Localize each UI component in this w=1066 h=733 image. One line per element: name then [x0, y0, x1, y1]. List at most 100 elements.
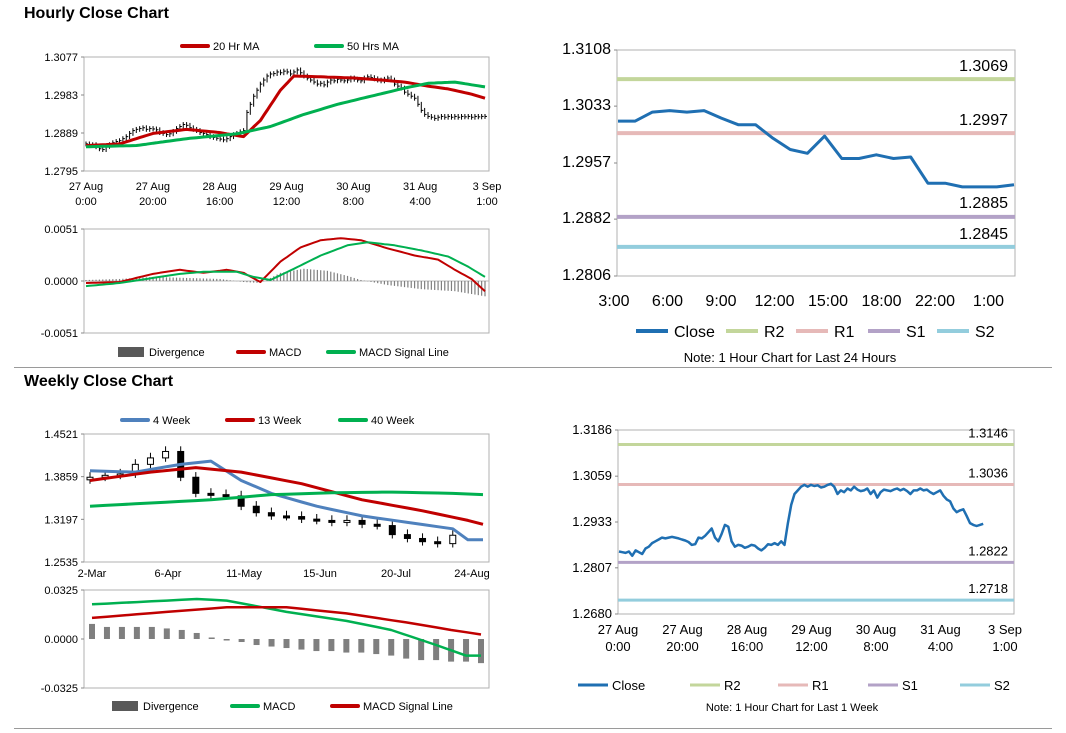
weekly-ma-legend-4week: 4 Week	[153, 415, 191, 427]
weekly-1w-level-label-r2: 1.3146	[968, 426, 1008, 441]
weekly-candle-body	[373, 523, 381, 527]
weekly-1w-ytick: 1.2933	[572, 514, 612, 529]
weekly-candle-body	[192, 476, 200, 494]
weekly-ma-xtick: 6-Apr	[155, 568, 182, 580]
weekly-macd-divergence-bar	[313, 639, 320, 652]
weekly-candle-body	[252, 505, 260, 514]
weekly-macd-divergence-bar	[89, 623, 95, 639]
hourly-ma-line-50-hrs-ma	[86, 80, 486, 149]
hourly-ma-xtick-date: 31 Aug	[403, 181, 437, 193]
weekly-ma-ytick: 1.4521	[44, 429, 78, 441]
weekly-candle-body	[328, 519, 336, 523]
weekly-1w-legend-r2: R2	[724, 678, 741, 693]
weekly-macd-divergence-bar	[148, 626, 155, 639]
weekly-macd-divergence-bar	[433, 639, 440, 661]
hourly-ma-legend-50hrs: 50 Hrs MA	[347, 41, 400, 53]
section-divider	[14, 367, 1052, 368]
weekly-1w-xtick-date: 3 Sep	[988, 622, 1022, 637]
weekly-ma-ytick: 1.2535	[44, 557, 78, 569]
weekly-macd-divergence-bar	[343, 639, 350, 653]
weekly-macd-divergence-bar	[238, 639, 245, 643]
hourly-macd-legend-macd: MACD	[269, 347, 301, 359]
weekly-candle-body	[358, 519, 366, 525]
hourly-ma-xtick-time: 12:00	[273, 196, 301, 208]
weekly-candle-body	[388, 525, 396, 536]
hourly-macd-legend-signal: MACD Signal Line	[359, 347, 449, 359]
weekly-ma-line-40-week	[89, 490, 484, 508]
weekly-macd-legend-signal: MACD Signal Line	[363, 701, 453, 713]
hourly-ma-xtick-time: 8:00	[343, 196, 364, 208]
weekly-candle-body	[434, 541, 442, 545]
weekly-1w-xtick-date: 31 Aug	[920, 622, 961, 637]
hourly-ma-ytick: 1.2795	[44, 166, 78, 178]
hourly-24h-xtick: 6:00	[652, 293, 683, 310]
weekly-1w-xtick-time: 0:00	[605, 639, 630, 654]
weekly-1w-xtick-date: 29 Aug	[791, 622, 832, 637]
weekly-macd-divergence-bar	[418, 639, 425, 661]
weekly-ma-plot-frame	[83, 433, 490, 563]
weekly-1w-xtick-time: 4:00	[928, 639, 953, 654]
weekly-1w-legend-s1: S1	[902, 678, 918, 693]
hourly-24h-legend-s2: S2	[975, 324, 995, 341]
weekly-macd-divergence-bar	[118, 626, 125, 639]
weekly-macd-divergence-bar	[463, 639, 470, 662]
hourly-macd-line-macd	[85, 237, 486, 292]
weekly-ma-xtick: 20-Jul	[381, 568, 411, 580]
weekly-candle-body	[298, 516, 306, 520]
weekly-1w-legend-s2: S2	[994, 678, 1010, 693]
weekly-macd-divergence-bar	[253, 639, 260, 646]
hourly-ma-ytick: 1.2889	[44, 128, 78, 140]
hourly-24h-ytick: 1.3033	[562, 97, 611, 114]
hourly-24h-ytick: 1.2806	[562, 267, 611, 284]
weekly-ma-ytick: 1.3197	[44, 514, 78, 526]
weekly-macd-divergence-bar	[223, 639, 230, 641]
weekly-candle-body	[146, 457, 154, 465]
hourly-24h-xtick: 18:00	[861, 293, 901, 310]
hourly-ma-legend-20hr: 20 Hr MA	[213, 41, 260, 53]
weekly-macd-legend-divergence: Divergence	[143, 701, 199, 713]
weekly-candle-body	[207, 492, 215, 496]
hourly-macd-ytick: 0.0051	[44, 224, 78, 236]
hourly-24h-legend-r1: R1	[834, 324, 855, 341]
hourly-ma-xtick-time: 0:00	[75, 196, 96, 208]
weekly-1w-plot-frame	[617, 429, 1015, 615]
weekly-macd-ytick: 0.0000	[44, 634, 78, 646]
weekly-macd-divergence-bar	[268, 639, 275, 647]
hourly-ma-xtick-time: 4:00	[409, 196, 430, 208]
hourly-24h-xtick: 15:00	[808, 293, 848, 310]
weekly-1w-xtick-date: 30 Aug	[856, 622, 897, 637]
weekly-ma-xtick: 2-Mar	[78, 568, 107, 580]
hourly-24h-level-label-s1: 1.2885	[959, 195, 1008, 212]
weekly-macd-divergence-bar	[283, 639, 290, 649]
weekly-1w-xtick-time: 12:00	[795, 639, 828, 654]
weekly-macd-line-macd	[91, 597, 481, 657]
hourly-macd-ytick: -0.0051	[41, 328, 78, 340]
hourly-ma-xtick-time: 1:00	[476, 196, 497, 208]
weekly-1w-ytick: 1.2807	[572, 560, 612, 575]
hourly-24h-xtick: 12:00	[754, 293, 794, 310]
hourly-macd-ytick: 0.0000	[44, 276, 78, 288]
bottom-divider	[14, 728, 1052, 729]
weekly-candle-body	[162, 450, 170, 459]
weekly-candle-body	[313, 518, 321, 522]
hourly-24h-note: Note: 1 Hour Chart for Last 24 Hours	[684, 350, 897, 365]
weekly-macd-divergence-bar	[358, 639, 365, 653]
hourly-24h-level-label-r2: 1.3069	[959, 58, 1008, 75]
weekly-macd-divergence-bar	[298, 639, 305, 650]
hourly-ma-ytick: 1.2983	[44, 90, 78, 102]
weekly-ma-line-13-week	[89, 466, 484, 526]
weekly-ma-line-4-week	[89, 459, 483, 542]
weekly-ma-xtick: 11-May	[226, 568, 262, 580]
hourly-ma-xtick-date: 29 Aug	[269, 181, 303, 193]
hourly-ma-xtick-date: 28 Aug	[203, 181, 237, 193]
hourly-24h-close-line	[618, 109, 1015, 189]
weekly-1w-ytick: 1.3186	[572, 422, 612, 437]
weekly-macd-divergence-bar	[328, 639, 335, 652]
weekly-macd-divergence-bar	[373, 639, 380, 655]
hourly-ma-xtick-date: 30 Aug	[336, 181, 370, 193]
hourly-24h-legend-close: Close	[674, 324, 715, 341]
weekly-1w-close-line	[618, 482, 984, 558]
weekly-macd-divergence-bar	[478, 639, 484, 664]
hourly-ma-line-20-hr-ma	[85, 74, 486, 147]
